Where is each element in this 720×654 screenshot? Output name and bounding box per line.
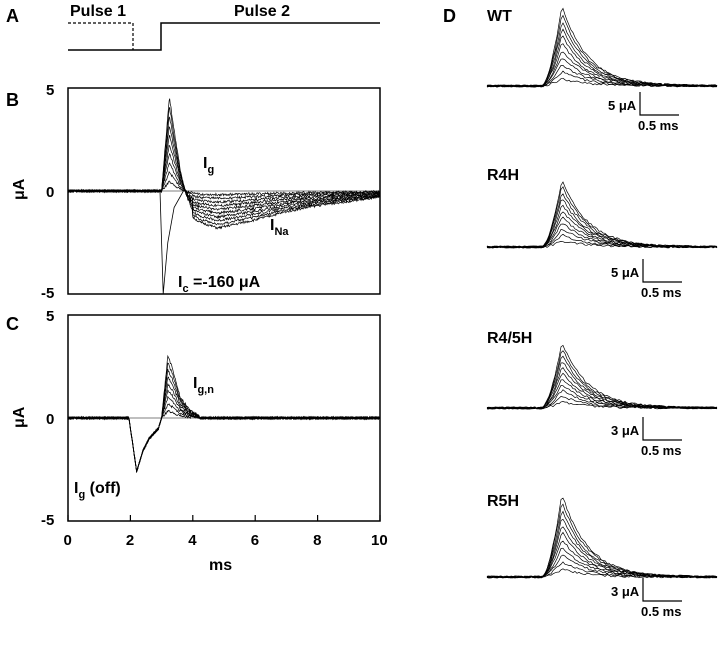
panel-d-trace-1-11: [486, 181, 718, 249]
panel-label-a: A: [6, 6, 19, 26]
ytick-c-bottom: -5: [41, 512, 54, 529]
ic-annotation: Ic =-160 μA: [178, 274, 261, 295]
scale-x-label-3: 0.5 ms: [641, 604, 681, 619]
scale-y-label-1: 5 μA: [611, 265, 640, 280]
traces-b-trace-8: [67, 116, 381, 222]
scale-x-label-0: 0.5 ms: [638, 118, 678, 133]
panel-label-d: D: [443, 6, 456, 26]
traces-c-trace-9: [67, 354, 381, 473]
traces-c: [67, 354, 381, 474]
xticks-c: 0 2 4 6 8 10: [64, 515, 388, 549]
pulse2-trace: [68, 22, 380, 51]
scale-y-label-2: 3 μA: [611, 423, 640, 438]
traces-c-trace-2: [67, 403, 381, 472]
panel-d-trace-3-7: [486, 526, 718, 579]
ytick-c-top: 5: [46, 308, 54, 325]
igoff-annotation: Ig (off): [74, 480, 121, 501]
scale-x-label-1: 0.5 ms: [641, 285, 681, 300]
ytick-c-zero: 0: [46, 411, 54, 428]
scale-bar-0: [639, 92, 679, 116]
panel-d-trace-1-9: [486, 193, 718, 249]
scale-y-label-0: 5 μA: [608, 98, 637, 113]
panel-d-trace-2-8: [486, 362, 718, 410]
traces-c-trace-3: [67, 395, 381, 472]
ytick-b-bottom: -5: [41, 285, 54, 302]
traces-c-trace-5: [67, 383, 381, 473]
scale-x-label-2: 0.5 ms: [641, 443, 681, 458]
panel-d-trace-3-4: [487, 547, 718, 579]
panel-d-trace-3-11: [486, 497, 718, 579]
pulse2-label: Pulse 2: [234, 3, 290, 20]
xtick-label-4: 4: [188, 532, 197, 549]
xtick-label-6: 6: [251, 532, 259, 549]
panel-d-trace-2-11: [486, 344, 718, 410]
ylabel-b: μA: [11, 178, 28, 200]
xtick-label-0: 0: [64, 532, 72, 549]
traces-c-trace-4: [67, 389, 381, 472]
panel-label-b: B: [6, 90, 19, 110]
ig-annotation: Ig: [203, 155, 214, 176]
pulse1-label: Pulse 1: [70, 3, 126, 20]
traces-b-trace-10: [67, 98, 381, 230]
panel-d-trace-0-9: [486, 22, 718, 88]
ign-annotation: Ig,n: [193, 375, 214, 396]
panel-d-trace-1-8: [486, 199, 718, 249]
panel-d-trace-1-7: [486, 204, 718, 249]
panel-d-label-1: R4H: [487, 167, 519, 184]
panel-d-trace-3-10: [486, 503, 718, 579]
panel-d-trace-1-6: [486, 211, 718, 249]
ylabel-c: μA: [11, 406, 28, 428]
panel-d-trace-2-9: [486, 355, 718, 410]
xtick-label-10: 10: [371, 532, 388, 549]
panel-d-trace-0-8: [486, 28, 718, 88]
traces-c-trace-6: [67, 376, 381, 473]
scale-bar-1: [642, 259, 682, 283]
scale-bar-2: [642, 417, 682, 441]
panel-label-c: C: [6, 314, 19, 334]
traces-b-trace-9: [67, 107, 381, 226]
traces-b-capacity_transient: [159, 190, 184, 295]
ytick-b-top: 5: [46, 82, 54, 99]
scale-y-label-3: 3 μA: [611, 584, 640, 599]
panel-d-trace-2-5: [486, 379, 718, 410]
panel-d-trace-0-11: [486, 7, 718, 88]
ina-annotation: INa: [270, 217, 289, 238]
xlabel-c: ms: [209, 557, 232, 574]
xtick-label-8: 8: [313, 532, 321, 549]
panel-d-trace-3-9: [486, 510, 717, 579]
panel-d-label-2: R4/5H: [487, 330, 532, 347]
ytick-b-zero: 0: [46, 184, 54, 201]
panel-d-label-3: R5H: [487, 493, 519, 510]
panel-d-trace-0-6: [486, 43, 718, 88]
traces-b: [67, 98, 381, 295]
panel-d-trace-3-6: [487, 531, 718, 579]
xtick-label-2: 2: [126, 532, 134, 549]
traces-c-trace-7: [67, 368, 381, 474]
panel-d-trace-3-8: [486, 518, 718, 579]
panel-d-label-0: WT: [487, 8, 512, 25]
pulse1-dashed-trace: [68, 22, 134, 50]
scale-bar-3: [642, 578, 682, 602]
